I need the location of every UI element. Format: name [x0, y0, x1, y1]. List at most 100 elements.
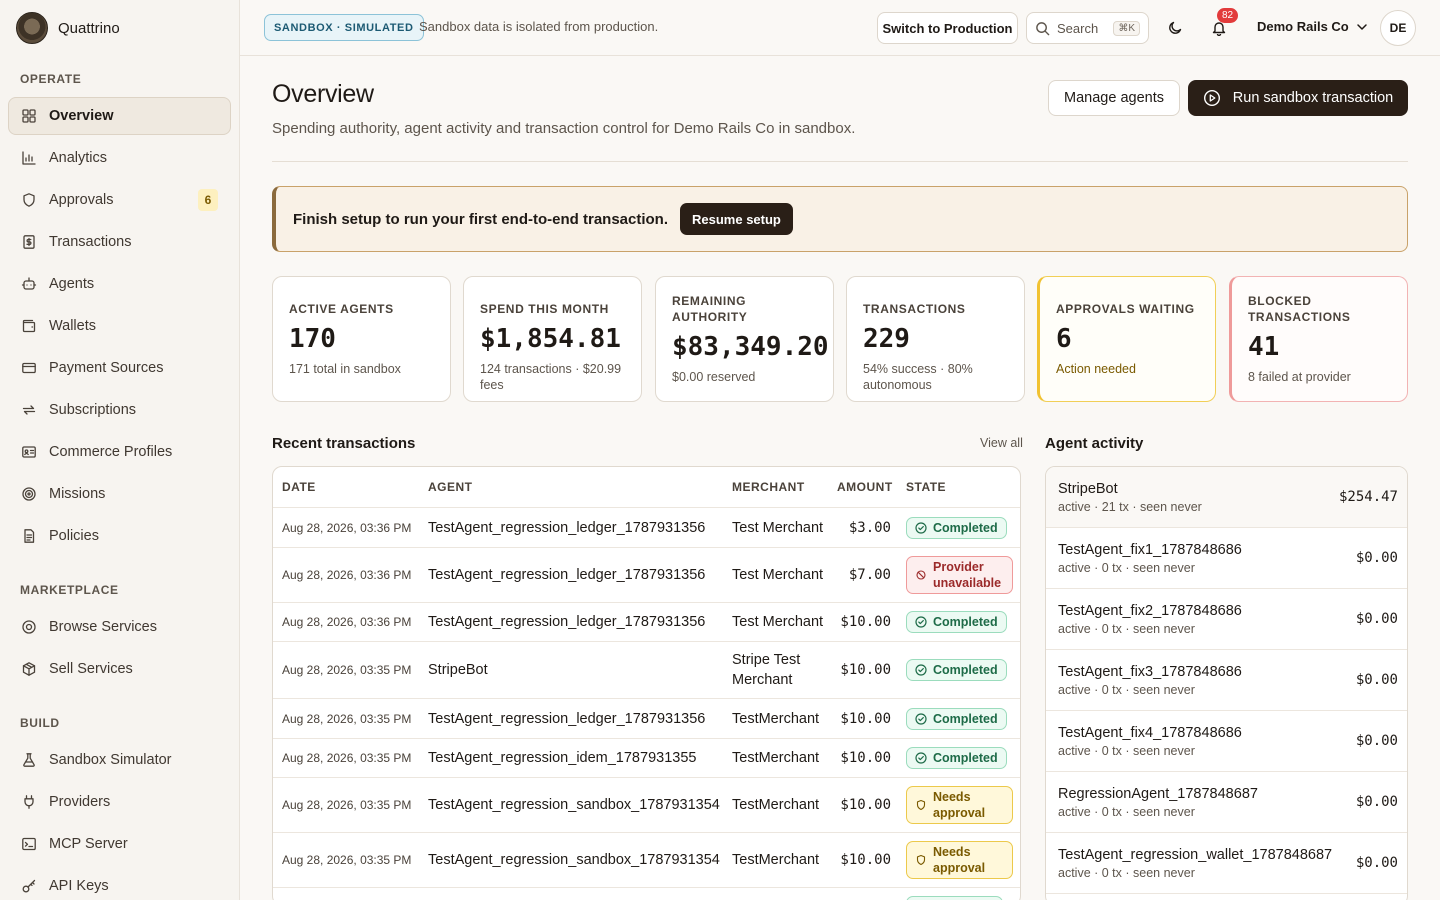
sidebar-item-payment-sources[interactable]: Payment Sources	[8, 349, 231, 387]
agent-meta: active · 0 tx · seen never	[1058, 744, 1195, 758]
sidebar-item-label: Missions	[49, 486, 106, 502]
resume-setup-button[interactable]: Resume setup	[680, 203, 793, 235]
stat-label: Blocked transactions	[1248, 294, 1351, 324]
sidebar-item-transactions[interactable]: Transactions	[8, 223, 231, 261]
agent-activity-item[interactable]: TestAgent_fix3_1787848686 active · 0 tx ·…	[1046, 650, 1407, 711]
sidebar-item-mcp-server[interactable]: MCP Server	[8, 825, 231, 863]
agent-activity-title: Agent activity	[1045, 435, 1144, 452]
sidebar-item-subscriptions[interactable]: Subscriptions	[8, 391, 231, 429]
transaction-state-badge: Needs approval	[906, 786, 1013, 824]
agent-activity-item[interactable]: TestAgent_regression_wallet_1787848687 ac…	[1046, 833, 1407, 894]
switch-to-production-button[interactable]: Switch to Production	[877, 12, 1018, 44]
stat-subtext: $0.00 reserved	[672, 370, 756, 384]
sidebar-item-browse-services[interactable]: Browse Services	[8, 608, 231, 646]
setup-banner: Finish setup to run your first end-to-en…	[272, 186, 1408, 252]
sidebar-item-wallets[interactable]: Wallets	[8, 307, 231, 345]
transaction-amount: $10.00	[840, 852, 891, 868]
sidebar-item-sandbox-simulator[interactable]: Sandbox Simulator	[8, 741, 231, 779]
page-title: Overview	[272, 80, 374, 108]
agent-name: TestAgent_fix4_1787848686	[1058, 725, 1242, 741]
agent-activity-item[interactable]: TestAgent_fix1_1787848686 active · 0 tx ·…	[1046, 528, 1407, 589]
play-circle-icon	[1203, 89, 1220, 107]
brand-name: Quattrino	[58, 19, 120, 37]
stat-label: Remaining authority	[672, 294, 748, 324]
table-row[interactable]: Aug 28, 2026, 03:36 PM TestAgent_regressi…	[273, 507, 1020, 547]
sidebar-item-api-keys[interactable]: API Keys	[8, 867, 231, 900]
user-avatar[interactable]: DE	[1380, 10, 1416, 46]
stat-card[interactable]: Active agents 170 171 total in sandbox	[272, 276, 451, 402]
sidebar-item-sell-services[interactable]: Sell Services	[8, 650, 231, 688]
dollar-receipt-icon	[23, 235, 35, 249]
manage-agents-button[interactable]: Manage agents	[1048, 80, 1180, 116]
agent-activity-item[interactable]: StripeBot active · 21 tx · seen never $254…	[1046, 467, 1407, 528]
transaction-date: Aug 28, 2026, 03:35 PM	[282, 751, 412, 765]
check-circle-icon	[915, 712, 927, 725]
transaction-state-cell: Completed	[906, 642, 1007, 698]
sidebar-item-approvals[interactable]: Approvals 6	[8, 181, 231, 219]
sidebar-item-overview[interactable]: Overview	[8, 97, 231, 135]
stat-card[interactable]: Transactions 229 54% success · 80% autonom…	[846, 276, 1025, 402]
table-row[interactable]: Aug 28, 2026, 03:35 PM TestAgent_regressi…	[273, 777, 1020, 832]
search-shortcut: ⌘K	[1113, 20, 1140, 36]
table-row[interactable]: Aug 28, 2026, 03:35 PM TestAgent_regressi…	[273, 738, 1020, 777]
view-all-link[interactable]: View all	[980, 436, 1023, 450]
agent-activity-item[interactable]: RegressionAgent_1787848687 active · 0 tx …	[1046, 772, 1407, 833]
sidebar-item-label: Overview	[49, 108, 114, 124]
plug-icon	[24, 795, 34, 809]
stat-card[interactable]: Remaining authority $83,349.20 $0.00 reser…	[655, 276, 834, 402]
sidebar-item-label: Browse Services	[49, 619, 157, 635]
setup-banner-text: Finish setup to run your first end-to-en…	[293, 210, 669, 228]
agent-activity-item[interactable]: TestAgent_fix2_1787848686 active · 0 tx ·…	[1046, 589, 1407, 650]
recent-transactions-title: Recent transactions	[272, 435, 416, 452]
search-placeholder: Search	[1057, 20, 1099, 36]
transaction-state-cell: Needs approval	[906, 833, 1013, 887]
sidebar-item-label: Policies	[49, 528, 99, 544]
table-row[interactable]: Aug 28, 2026, 03:35 PM TestAgent_regressi…	[273, 698, 1020, 738]
transaction-state-badge: Completed	[906, 611, 1007, 633]
theme-toggle-button[interactable]	[1163, 16, 1187, 40]
agent-name: RegressionAgent_1787848687	[1058, 786, 1258, 802]
sidebar-item-agents[interactable]: Agents	[8, 265, 231, 303]
moon-icon	[1169, 21, 1182, 34]
table-row[interactable]: Aug 28, 2026, 03:35 PM StripeBot Stripe Te…	[273, 641, 1020, 698]
stat-card[interactable]: Spend this month $1,854.81 124 transaction…	[463, 276, 642, 402]
agent-meta: active · 0 tx · seen never	[1058, 866, 1195, 880]
sidebar-item-commerce-profiles[interactable]: Commerce Profiles	[8, 433, 231, 471]
org-switcher[interactable]: Demo Rails Co	[1257, 19, 1369, 34]
stat-card[interactable]: Blocked transactions 41 8 failed at provid…	[1229, 276, 1408, 402]
transaction-state-cell: Completed	[906, 508, 1007, 547]
transaction-date: Aug 28, 2026, 03:36 PM	[282, 568, 412, 582]
sidebar-item-analytics[interactable]: Analytics	[8, 139, 231, 177]
sidebar-item-label: Transactions	[49, 234, 132, 250]
sidebar-item-providers[interactable]: Providers	[8, 783, 231, 821]
agent-meta: active · 0 tx · seen never	[1058, 561, 1195, 575]
table-row[interactable]: Aug 28, 2026, 03:35 PM TestAgent_regressi…	[273, 832, 1020, 887]
recent-transactions-table: DATE AGENT MERCHANT AMOUNT STATE Aug 28,…	[272, 466, 1021, 900]
transaction-agent: TestAgent_regression_idem_1787931355	[428, 750, 697, 766]
agent-spend: $0.00	[1355, 794, 1398, 810]
notification-count-badge: 82	[1217, 8, 1238, 23]
transaction-agent: StripeBot	[428, 662, 488, 678]
stat-value: 41	[1248, 332, 1280, 362]
brand[interactable]: Quattrino	[0, 0, 239, 56]
transaction-state-cell	[906, 888, 1003, 900]
stat-subtext: 171 total in sandbox	[289, 362, 401, 376]
sidebar: Quattrino OPERATE Overview Analytics Approv…	[0, 0, 240, 900]
shield-icon	[23, 193, 35, 207]
id-card-icon	[22, 446, 36, 458]
transaction-state-badge: Needs approval	[906, 841, 1013, 879]
stat-card[interactable]: Approvals waiting 6 Action needed	[1037, 276, 1216, 402]
notifications-button[interactable]	[1207, 16, 1231, 40]
table-row[interactable]: Aug 28, 2026, 03:36 PM TestAgent_regressi…	[273, 547, 1020, 602]
table-row[interactable]: Aug 28, 2026, 03:36 PM TestAgent_regressi…	[273, 602, 1020, 641]
sidebar-item-policies[interactable]: Policies	[8, 517, 231, 555]
sidebar-item-missions[interactable]: Missions	[8, 475, 231, 513]
transaction-merchant: Test Merchant	[732, 567, 824, 583]
table-row[interactable]	[273, 887, 1020, 900]
run-sandbox-transaction-button[interactable]: Run sandbox transaction	[1188, 80, 1408, 116]
transaction-state-label: Needs approval	[933, 845, 986, 875]
transaction-state-cell: Needs approval	[906, 778, 1013, 832]
search-input[interactable]: Search ⌘K	[1026, 12, 1149, 44]
transaction-merchant: Stripe Test Merchant	[732, 652, 801, 688]
